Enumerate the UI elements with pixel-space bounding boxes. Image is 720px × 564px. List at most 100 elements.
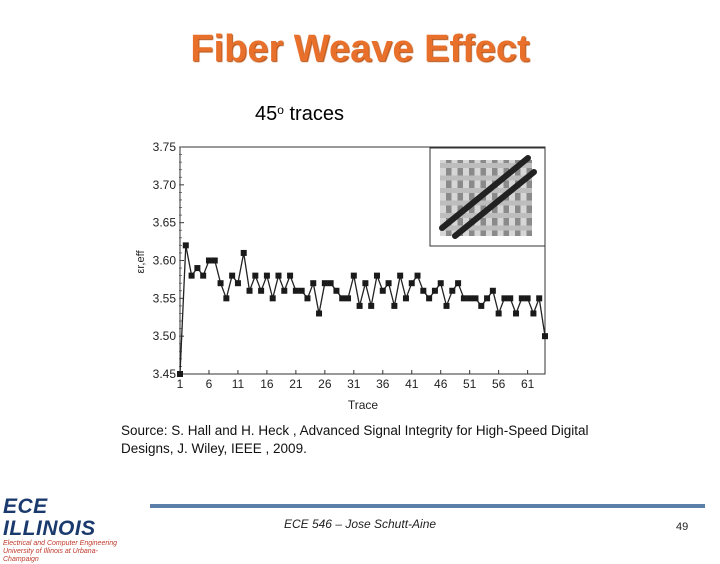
weave-warp	[440, 160, 446, 236]
data-point	[542, 333, 548, 340]
data-point	[234, 280, 241, 287]
x-tick-label: 16	[260, 377, 274, 391]
data-point	[443, 302, 450, 309]
data-point	[478, 302, 485, 309]
data-point	[356, 302, 363, 309]
logo-text: ECE ILLINOIS	[3, 495, 96, 540]
data-point	[536, 295, 543, 302]
data-point	[200, 272, 207, 279]
data-point	[281, 287, 288, 294]
data-point	[345, 295, 352, 302]
x-axis-ticks: 1 6 11 16 21 26 31 36 41 46 51 56 61	[177, 370, 535, 391]
weave-warp	[463, 160, 469, 236]
data-point	[205, 257, 212, 264]
x-axis-label: Trace	[348, 398, 379, 412]
subtitle-rest: traces	[283, 103, 344, 125]
data-point	[182, 242, 189, 249]
data-point	[362, 280, 369, 287]
x-tick-label: 51	[463, 377, 477, 391]
data-point	[223, 295, 230, 302]
data-point	[530, 310, 537, 317]
weave-warp	[509, 160, 515, 236]
weave-weft	[440, 163, 532, 168]
data-point	[194, 265, 201, 272]
data-point	[229, 272, 236, 279]
data-point	[507, 295, 514, 302]
data-point	[501, 295, 508, 302]
data-point	[437, 280, 444, 287]
x-tick-label: 61	[521, 377, 535, 391]
subtitle-degree-mark: o	[277, 103, 284, 117]
logo-subtitle-2: University of Illinois at Urbana-Champai…	[3, 548, 98, 563]
data-point	[449, 287, 456, 294]
data-point	[339, 295, 346, 302]
data-point	[397, 272, 404, 279]
x-tick-label: 41	[405, 377, 419, 391]
data-point	[292, 287, 299, 294]
y-tick-label: 3.70	[153, 178, 177, 192]
weave-weft	[440, 225, 532, 231]
x-tick-label: 26	[318, 377, 332, 391]
x-tick-label: 1	[177, 377, 184, 391]
data-point	[489, 287, 496, 294]
weave-weft	[440, 200, 532, 206]
data-point	[275, 272, 282, 279]
weave-weft	[440, 175, 532, 181]
data-point	[304, 295, 311, 302]
data-point	[420, 287, 427, 294]
data-point	[240, 249, 247, 256]
y-tick-label: 3.55	[153, 291, 177, 305]
y-tick-label: 3.60	[153, 254, 177, 268]
subtitle-angle: 45	[255, 103, 278, 125]
y-tick-label: 3.45	[153, 367, 177, 381]
data-point	[333, 287, 340, 294]
data-point	[495, 310, 502, 317]
data-point	[426, 295, 433, 302]
y-axis-label: εr,eff	[135, 250, 147, 274]
weave-weft	[440, 213, 532, 218]
data-point	[188, 272, 195, 279]
x-tick-label: 46	[434, 377, 448, 391]
data-point	[211, 257, 218, 264]
x-tick-label: 31	[347, 377, 361, 391]
y-tick-label: 3.65	[153, 216, 177, 230]
slide-title: Fiber Weave Effect	[190, 28, 530, 70]
data-point	[460, 295, 467, 302]
footer-divider	[150, 504, 705, 508]
data-point	[298, 287, 305, 294]
data-point	[368, 302, 375, 309]
y-axis-ticks: 3.75 3.70 3.65 3.60 3.55 3.50 3.45	[153, 140, 184, 381]
series-line	[179, 245, 546, 375]
data-point	[391, 302, 398, 309]
data-point	[466, 295, 473, 302]
data-point	[269, 295, 276, 302]
data-point	[252, 272, 259, 279]
data-point	[431, 287, 438, 294]
x-tick-label: 6	[206, 377, 213, 391]
data-point	[455, 280, 462, 287]
x-tick-label: 56	[492, 377, 506, 391]
x-tick-label: 21	[289, 377, 303, 391]
footer-course-text: ECE 546 – Jose Schutt-Aine	[283, 517, 437, 531]
data-point	[385, 280, 392, 287]
y-tick-label: 3.75	[153, 140, 177, 154]
data-point	[258, 287, 265, 294]
data-point	[217, 280, 224, 287]
series-markers	[177, 242, 548, 377]
page-number: 49	[676, 521, 689, 533]
data-point	[246, 287, 253, 294]
inset-trace-upper	[439, 155, 531, 231]
weave-warp	[451, 160, 458, 236]
data-point	[513, 310, 520, 317]
data-point	[414, 272, 421, 279]
source-line-2: Designs, J. Wiley, IEEE , 2009.	[121, 441, 307, 456]
data-point	[177, 371, 183, 377]
source-line-1: Source: S. Hall and H. Heck , Advanced S…	[121, 423, 589, 438]
data-point	[287, 272, 294, 279]
data-point	[402, 295, 409, 302]
weave-warp	[486, 160, 492, 236]
source-citation: Source: S. Hall and H. Heck , Advanced S…	[121, 422, 641, 458]
data-point	[484, 295, 491, 302]
data-point	[408, 280, 415, 287]
data-point	[379, 287, 386, 294]
